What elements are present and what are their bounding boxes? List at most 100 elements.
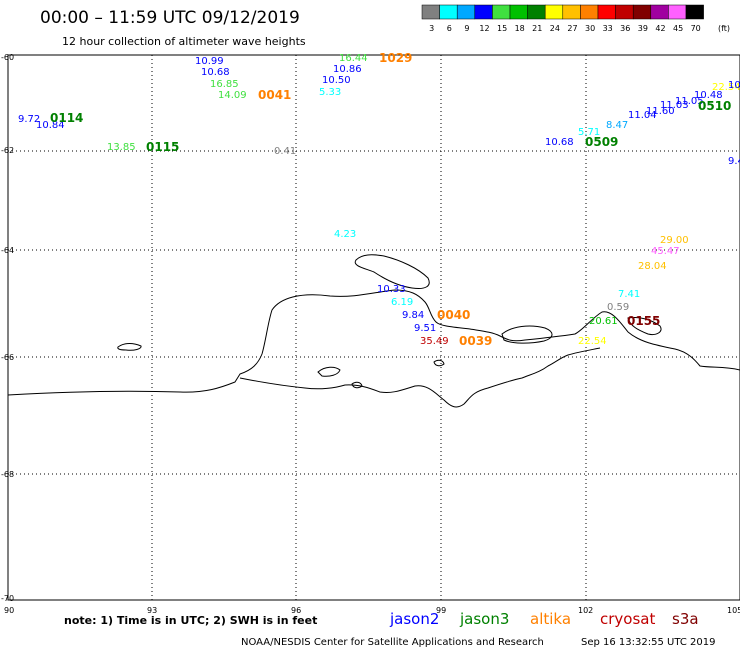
legend-swatch <box>544 4 564 20</box>
swh-value: 11.60 <box>646 106 675 117</box>
legend-label: 18 <box>515 24 525 33</box>
lat-label: -68 <box>1 470 14 479</box>
pass-times: 1029 0041 0114 0115 0040 0039 0155 0510 0509 <box>50 51 731 348</box>
footer-credit: NOAA/NESDIS Center for Satellite Applica… <box>241 637 544 648</box>
swh-value: 5.71 <box>578 127 600 138</box>
swh-value: 9.4 <box>728 156 740 167</box>
lat-label: -70 <box>1 594 14 603</box>
island-north <box>354 254 430 289</box>
swh-value: 35.49 <box>420 336 449 347</box>
legend-label: 30 <box>585 24 595 33</box>
lon-label: 99 <box>436 606 446 615</box>
swh-observations: 10.9910.6816.8514.099.7210.8413.8516.441… <box>18 53 740 347</box>
latitude-labels: -60 -62 -64 -66 -68 -70 <box>1 53 14 603</box>
lon-label: 96 <box>291 606 301 615</box>
swh-value: 7.41 <box>618 289 640 300</box>
swh-value: 11.04 <box>628 110 657 121</box>
legend-label: 12 <box>479 24 489 33</box>
swh-value: 10.50 <box>322 75 351 86</box>
map-subtitle: 12 hour collection of altimeter wave hei… <box>62 35 306 48</box>
pass-time-label: 0509 <box>585 135 618 149</box>
legend-label: 3 <box>429 24 434 33</box>
swh-value: 10 <box>728 80 740 91</box>
island-shelf <box>501 325 553 344</box>
lat-label: -62 <box>1 146 14 155</box>
swh-value: 45.47 <box>651 246 680 257</box>
legend-label: 27 <box>567 24 577 33</box>
swh-value: 10.86 <box>333 64 362 75</box>
swh-value: 10.84 <box>36 120 65 131</box>
swh-value: 20.61 <box>589 316 618 327</box>
legend-swatch <box>668 4 687 20</box>
swh-value: 16.44 <box>339 53 368 64</box>
legend-swatch <box>562 4 581 20</box>
legend-swatch <box>650 4 669 20</box>
legend-label: 21 <box>532 24 542 33</box>
island-dot <box>433 359 445 367</box>
lon-label: 105 <box>727 606 740 615</box>
pass-time-label: 0155 <box>627 314 660 328</box>
satellite-jason3: jason3 <box>459 610 509 628</box>
lon-label: 90 <box>4 606 14 615</box>
pass-time-label: 0041 <box>258 88 291 102</box>
legend-swatch <box>509 4 528 20</box>
coastline-main <box>7 289 740 396</box>
footer-note: note: 1) Time is in UTC; 2) SWH is in fe… <box>64 614 317 627</box>
satellite-jason2: jason2 <box>389 610 439 628</box>
pass-time-label: 0039 <box>459 334 492 348</box>
legend-swatch <box>474 4 493 20</box>
swh-value: 14.09 <box>218 90 247 101</box>
island-dot <box>351 381 363 389</box>
legend-label: 6 <box>447 24 452 33</box>
legend-swatch <box>439 4 458 20</box>
island-small <box>317 366 341 377</box>
legend-unit: (ft) <box>718 24 730 33</box>
swh-value: 10.33 <box>377 284 406 295</box>
swh-value: 9.72 <box>18 114 40 125</box>
swh-value: 22.54 <box>712 82 740 93</box>
legend-swatch <box>685 4 704 20</box>
lat-label: -60 <box>1 53 14 62</box>
swh-value: 11.05 <box>675 96 704 107</box>
coastline-lower <box>239 347 601 408</box>
swh-value: 6.19 <box>391 297 413 308</box>
legend-swatch <box>527 4 546 20</box>
legend-swatch <box>456 4 476 20</box>
swh-value: 9.84 <box>402 310 424 321</box>
legend-label: 15 <box>497 24 507 33</box>
swh-value: 29.00 <box>660 235 689 246</box>
lon-label: 93 <box>147 606 157 615</box>
legend-label: 42 <box>655 24 665 33</box>
legend-swatch <box>597 4 616 20</box>
satellite-s3a: s3a <box>672 610 699 628</box>
pass-time-label: 1029 <box>379 51 412 65</box>
satellite-legend: jason2 jason3 altika cryosat s3a <box>389 610 699 628</box>
swh-value: 10.48 <box>694 90 723 101</box>
longitude-labels: 90 93 96 99 102 105 <box>4 606 740 615</box>
pass-time-label: 0115 <box>146 140 179 154</box>
swh-value: 10.99 <box>195 56 224 67</box>
legend-label: 70 <box>691 24 701 33</box>
swh-value: 16.85 <box>210 79 239 90</box>
legend-label: 24 <box>550 24 560 33</box>
legend-swatch <box>421 4 440 20</box>
legend-swatch <box>492 4 511 20</box>
map-title: 00:00 – 11:59 UTC 09/12/2019 <box>40 8 300 28</box>
legend-swatch <box>632 4 652 20</box>
swh-value: 4.23 <box>334 229 356 240</box>
swh-value: 9.51 <box>414 323 436 334</box>
coastline <box>7 254 740 408</box>
legend-label: 33 <box>603 24 613 33</box>
legend-label: 36 <box>620 24 630 33</box>
pass-time-label: 0510 <box>698 99 731 113</box>
swh-value: 22.54 <box>578 336 607 347</box>
footer-timestamp: Sep 16 13:32:55 UTC 2019 <box>581 637 715 648</box>
island-east <box>627 317 662 335</box>
legend-label: 39 <box>638 24 648 33</box>
lat-lon-grid <box>8 55 740 600</box>
wave-height-legend: 3 6 9 12 15 18 21 24 27 30 33 36 39 42 45 70 (ft) <box>421 4 730 33</box>
legend-swatch <box>580 4 599 20</box>
swh-value: 28.04 <box>638 261 667 272</box>
swh-value: 0.41 <box>274 146 296 157</box>
